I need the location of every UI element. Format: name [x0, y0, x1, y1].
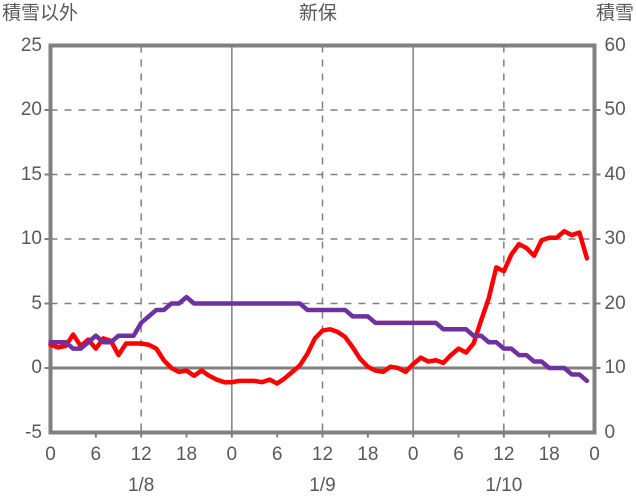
x-axis-tick-12: 0 — [589, 443, 600, 465]
day-label-1: 1/9 — [309, 474, 336, 496]
series-line-1 — [48, 229, 590, 386]
right-axis-tick-2: 40 — [604, 163, 626, 185]
left-axis-title: 積雪以外 — [2, 3, 79, 24]
x-axis-tick-2: 12 — [130, 443, 152, 465]
gridlines — [50, 45, 595, 433]
x-axis-tick-3: 18 — [175, 443, 198, 465]
x-axis-tick-5: 6 — [271, 443, 283, 465]
chart-title: 新保 — [298, 3, 337, 24]
series-lines — [48, 229, 590, 386]
x-axis-tick-7: 18 — [357, 443, 379, 465]
x-axis-tick-9: 6 — [453, 443, 464, 465]
x-axis-tick-1: 6 — [90, 443, 102, 465]
left-axis-tick-0: 25 — [20, 34, 42, 56]
right-axis-tick-3: 30 — [604, 228, 626, 249]
series-line-2 — [48, 294, 590, 384]
left-axis-tick-3: 10 — [20, 228, 42, 249]
x-axis-tick-10: 12 — [493, 443, 515, 465]
left-axis-tick-2: 15 — [20, 163, 42, 185]
right-axis-tick-1: 50 — [604, 99, 626, 120]
x-axis-tick-8: 0 — [407, 443, 419, 465]
left-axis-tick-6: -5 — [25, 421, 42, 443]
x-axis-tick-4: 0 — [226, 443, 238, 465]
left-axis-tick-1: 20 — [20, 99, 42, 120]
right-axis-tick-0: 60 — [604, 34, 626, 56]
right-axis-tick-5: 10 — [604, 357, 626, 378]
x-axis-tick-0: 0 — [45, 443, 56, 465]
right-axis-title: 積雪 — [595, 3, 634, 24]
right-axis-tick-6: 0 — [604, 421, 616, 443]
left-axis-tick-4: 5 — [31, 292, 42, 314]
x-axis-tick-11: 18 — [538, 443, 560, 465]
x-axis-tick-6: 12 — [311, 443, 334, 465]
left-axis-tick-5: 0 — [31, 357, 42, 378]
plot-frame — [44, 43, 601, 438]
right-axis-tick-4: 20 — [604, 292, 626, 314]
day-label-2: 1/10 — [485, 474, 523, 496]
day-label-0: 1/8 — [127, 474, 155, 496]
